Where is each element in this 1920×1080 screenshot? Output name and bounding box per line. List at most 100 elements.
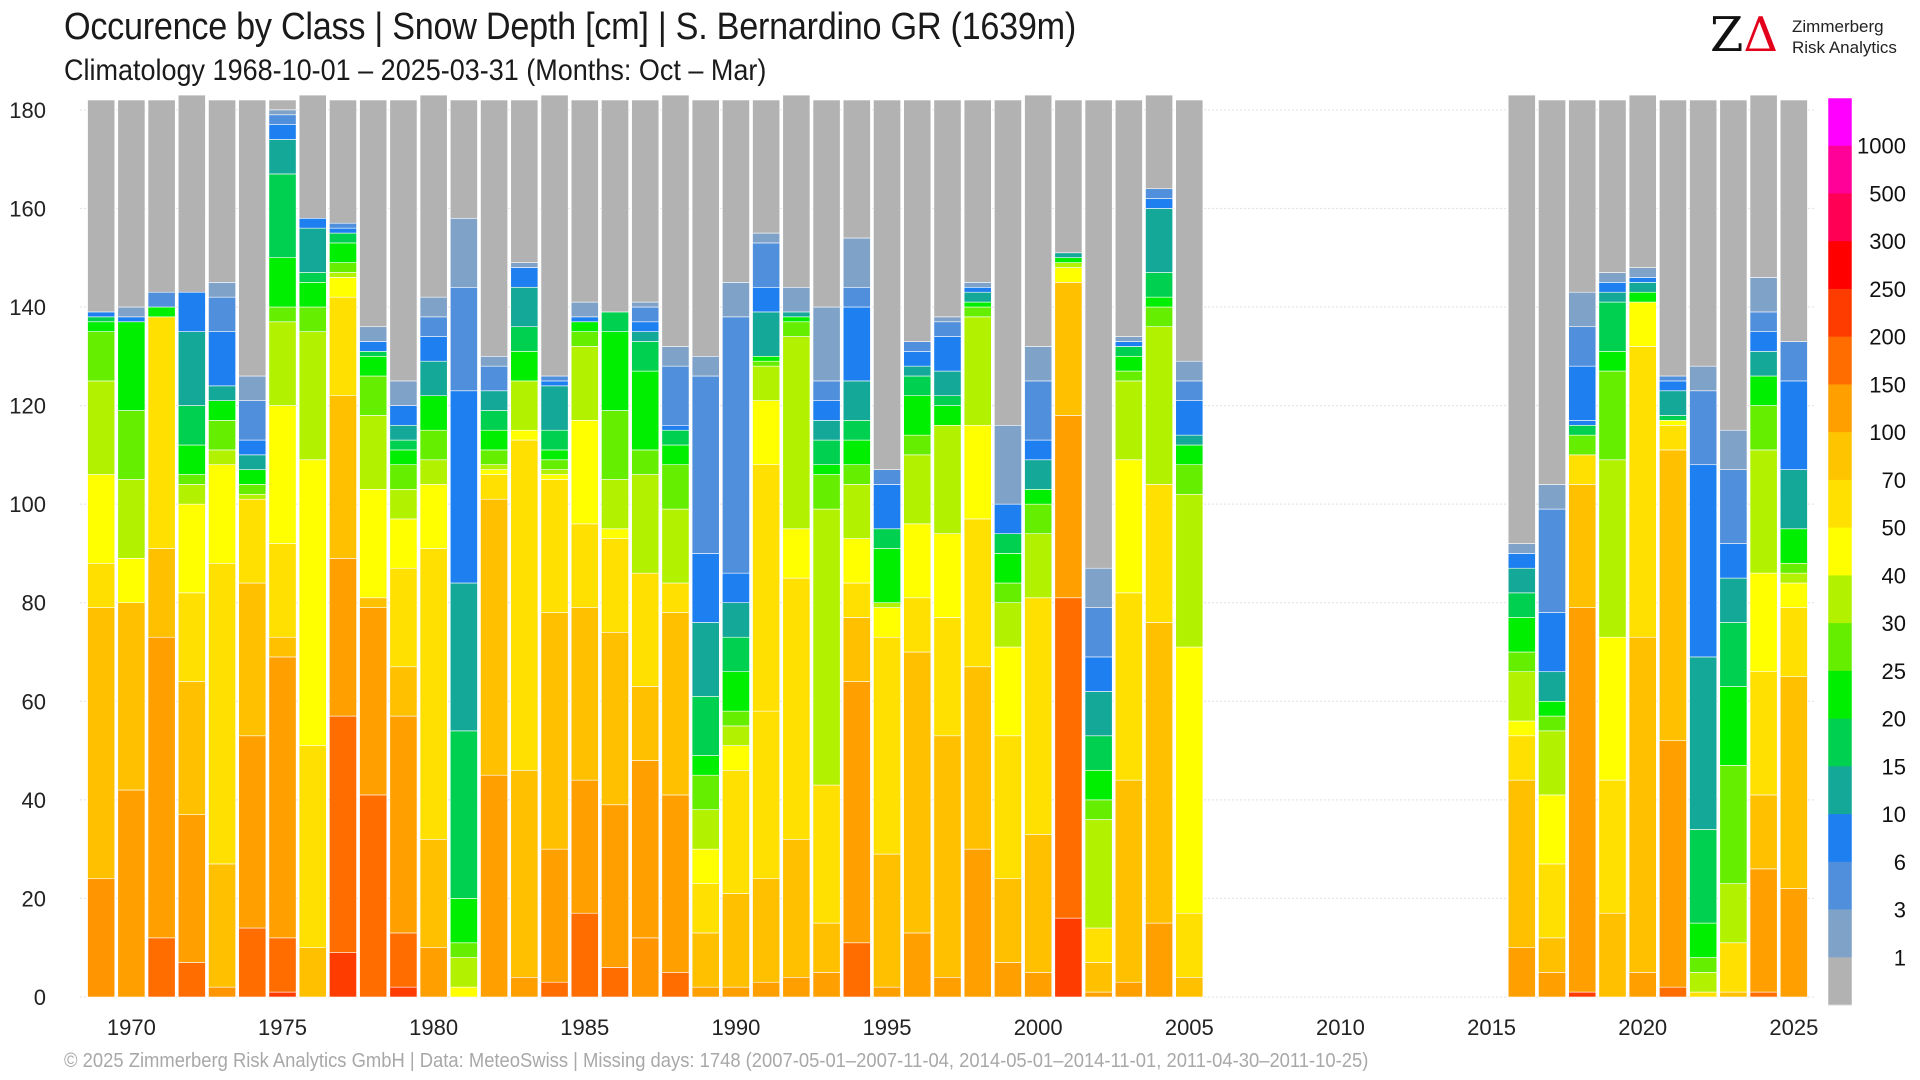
bar-segment [268, 321, 297, 406]
bar-segment [177, 94, 206, 293]
bar-segment [1175, 912, 1204, 978]
bar-segment [1749, 331, 1778, 352]
bar-segment [1114, 99, 1143, 337]
bar-segment [661, 464, 690, 510]
bar-segment [1175, 976, 1204, 998]
x-tick-label: 1970 [107, 1015, 156, 1040]
bar-segment [117, 789, 146, 998]
bar-segment [449, 942, 478, 958]
bar-segment [963, 306, 992, 318]
bar-segment [1054, 282, 1083, 416]
bar-segment [1779, 888, 1808, 998]
bar-segment [1749, 94, 1778, 278]
bar-segment [329, 222, 357, 229]
bar-segment [873, 607, 901, 638]
bar-segment [1719, 622, 1748, 687]
bar-segment [752, 360, 781, 367]
bar-segment [570, 420, 599, 525]
bar-segment [238, 454, 267, 470]
bar-segment [1719, 991, 1748, 998]
bar-segment [87, 321, 116, 332]
bar-segment [691, 986, 720, 998]
bar-segment [117, 479, 146, 559]
colorbar-swatch [1828, 527, 1852, 576]
bar-segment [1024, 380, 1053, 441]
bar-segment [389, 449, 418, 466]
bar-segment [1659, 390, 1687, 416]
bar-segment [1598, 291, 1627, 303]
bar-segment [752, 355, 781, 362]
bar-segment [177, 405, 206, 446]
colorbar-label: 3 [1894, 898, 1906, 923]
bar-segment [419, 429, 448, 461]
bar-segment [933, 424, 962, 535]
bar-segment [691, 696, 720, 756]
bar-segment [298, 217, 327, 229]
bar-segment [842, 681, 871, 944]
colorbar-label: 100 [1869, 420, 1906, 445]
bar-segment [782, 577, 811, 840]
bar-segment [1749, 311, 1778, 332]
bar-segment [1114, 346, 1143, 357]
bar-segment [1145, 272, 1173, 298]
bar-segment [994, 582, 1022, 604]
bar-segment [963, 518, 992, 668]
bar-segment [510, 262, 539, 268]
bar-segment [540, 375, 569, 382]
bar-segment [570, 331, 599, 347]
bar-segment [933, 321, 962, 337]
bar-segment [1538, 700, 1566, 717]
bar-segment [1628, 636, 1657, 973]
bar-segment [1719, 577, 1748, 623]
bar-segment [691, 355, 720, 377]
y-tick-label: 180 [9, 98, 46, 123]
bar-segment [1538, 972, 1566, 998]
bar-segment [87, 607, 116, 880]
bar-segment [419, 336, 448, 362]
bar-segment [268, 257, 297, 308]
bar-segment [903, 932, 932, 998]
x-tick-label: 2005 [1165, 1015, 1214, 1040]
bar-segment [1719, 543, 1748, 579]
bar-segment [1054, 252, 1083, 259]
bar-segment [1024, 489, 1053, 505]
bar-segment [903, 365, 932, 377]
bar-segment [1145, 208, 1173, 273]
colorbar-swatch [1828, 432, 1852, 481]
bar-segment [268, 656, 297, 939]
bar-segment [903, 523, 932, 599]
bar-segment [1054, 917, 1083, 998]
bar-segment [540, 429, 569, 451]
bar-segment [842, 538, 871, 584]
logo-line-2: Risk Analytics [1792, 38, 1897, 57]
bar-segment [842, 617, 871, 682]
logo-text: Zimmerberg Risk Analytics [1792, 16, 1897, 58]
bar-segment [782, 321, 811, 337]
x-tick-label: 1990 [711, 1015, 760, 1040]
colorbar-swatch [1828, 909, 1852, 958]
bar-segment [1749, 375, 1778, 406]
bar-segment [570, 779, 599, 914]
colorbar-swatch [1828, 766, 1852, 815]
bar-segment [1568, 991, 1597, 998]
bar-segment [691, 99, 720, 357]
bar-segment [359, 607, 388, 796]
bar-segment [994, 553, 1022, 584]
bar-segment [1659, 420, 1687, 426]
bar-segment [1024, 834, 1053, 973]
bar-segment [1779, 562, 1808, 574]
bar-segment [1084, 819, 1113, 929]
bar-segment [722, 769, 750, 894]
bar-segment [1084, 99, 1113, 569]
bar-segment [963, 282, 992, 288]
bar-segment [147, 99, 176, 293]
bar-segment [329, 272, 357, 278]
bar-segment [1538, 671, 1566, 702]
bar-segment [177, 444, 206, 475]
bar-segment [842, 99, 871, 239]
bar-segment [1507, 553, 1536, 569]
bar-segment [268, 139, 297, 175]
bar-segment [238, 439, 267, 456]
bar-segment [238, 493, 267, 500]
bar-segment [208, 863, 236, 988]
